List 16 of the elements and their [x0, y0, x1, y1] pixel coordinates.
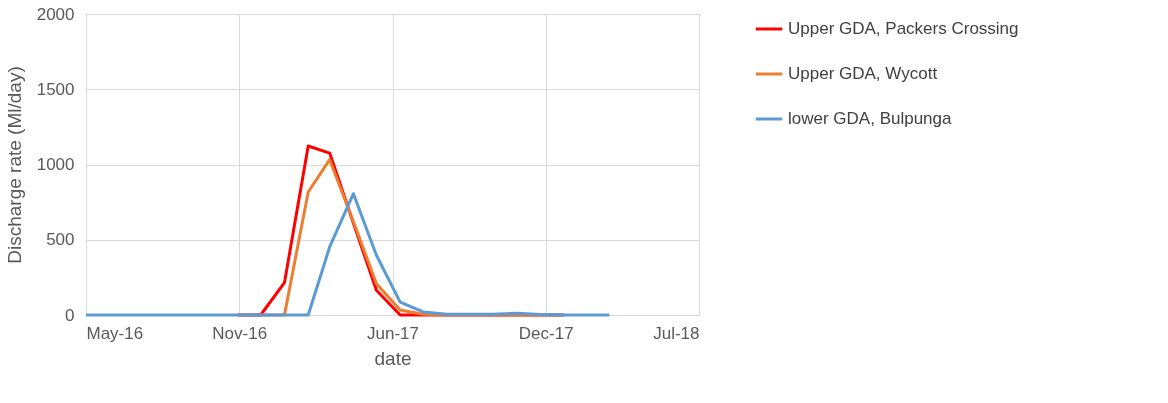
x-tick-label: May-16	[86, 323, 144, 343]
x-tick-label: Dec-17	[518, 323, 574, 343]
legend-label: Upper GDA, Wycott	[788, 64, 938, 83]
x-tick-label: Jul-18	[653, 323, 700, 343]
y-tick-label: 2000	[36, 4, 75, 24]
y-axis-title: Discharge rate (Ml/day)	[3, 66, 25, 264]
legend-label: Upper GDA, Packers Crossing	[788, 19, 1019, 38]
x-tick-label: Nov-16	[212, 323, 268, 343]
y-tick-label: 1000	[36, 155, 75, 174]
x-tick-label: Jun-17	[367, 323, 419, 343]
legend-label: lower GDA, Bulpunga	[788, 109, 953, 128]
x-axis-title: date	[374, 347, 412, 369]
y-tick-label: 1500	[36, 79, 75, 99]
y-tick-label: 500	[46, 230, 75, 250]
line-series	[84, 192, 611, 317]
y-tick-label: 0	[65, 305, 75, 325]
